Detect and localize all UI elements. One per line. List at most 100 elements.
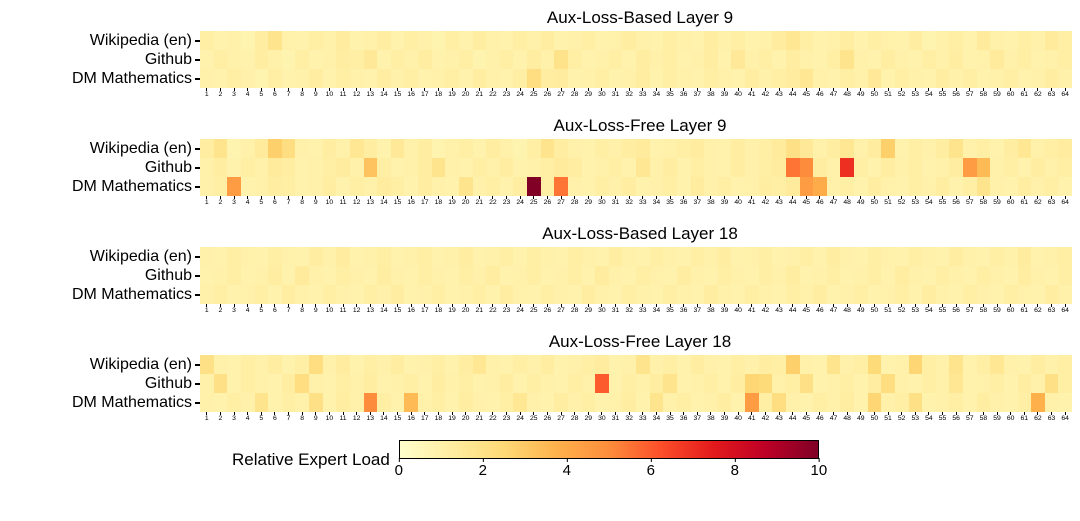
- heatmap-cell: [418, 266, 432, 285]
- heatmap-title: Aux-Loss-Free Layer 9: [553, 116, 727, 135]
- x-tick-label: 40: [731, 304, 745, 317]
- heatmap-cell: [309, 177, 323, 196]
- heatmap-cell: [826, 355, 841, 374]
- x-tick-label: 25: [527, 196, 541, 209]
- heatmap-cell: [499, 393, 514, 412]
- x-tick-label: 51: [881, 304, 895, 317]
- heatmap-cell: [513, 266, 527, 285]
- x-tick-label: 3: [227, 88, 241, 101]
- heatmap-cell: [649, 393, 664, 412]
- x-tick-label: 61: [1018, 88, 1032, 101]
- heatmap-cell: [935, 266, 950, 285]
- heatmap-cell: [1017, 50, 1032, 69]
- x-tick-label: 42: [759, 412, 773, 425]
- heatmap-cell: [717, 355, 732, 374]
- x-tick-label: 5: [255, 88, 269, 101]
- x-tick-label: 54: [922, 88, 936, 101]
- heatmap-cell: [976, 285, 991, 304]
- heatmap-cell: [813, 374, 827, 393]
- heatmap-cell: [431, 50, 446, 69]
- heatmap-cell: [663, 266, 677, 285]
- heatmap-cell: [608, 31, 623, 50]
- heatmap-cell: [254, 266, 269, 285]
- heatmap-cell: [295, 50, 309, 69]
- heatmap-cell: [200, 31, 214, 50]
- x-tick-label: 45: [800, 412, 814, 425]
- heatmap-cell: [227, 393, 241, 412]
- heatmap-cell: [472, 374, 487, 393]
- heatmap-cell: [445, 285, 459, 304]
- heatmap-cell: [567, 374, 582, 393]
- heatmap-cell: [717, 393, 732, 412]
- x-tick-label: 14: [377, 88, 391, 101]
- x-tick-label: 36: [677, 196, 691, 209]
- heatmap-cell: [758, 50, 773, 69]
- heatmap-cell: [676, 177, 691, 196]
- heatmap-cell: [445, 177, 459, 196]
- heatmap-cell: [227, 247, 241, 266]
- heatmap-cell: [976, 50, 991, 69]
- heatmap-cell: [649, 69, 664, 88]
- heatmap-cell: [445, 139, 459, 158]
- heatmap-cell: [922, 31, 936, 50]
- x-tick-label: 41: [745, 88, 759, 101]
- heatmap-cell: [690, 266, 705, 285]
- heatmap-cell: [227, 158, 241, 177]
- heatmap-cell: [704, 69, 718, 88]
- heatmap-cell: [581, 393, 596, 412]
- heatmap-cell: [676, 374, 691, 393]
- x-tick-label: 43: [772, 88, 786, 101]
- colorbar-label: Relative Expert Load: [232, 449, 390, 469]
- heatmap-cell: [785, 266, 800, 285]
- heatmap-cell: [867, 266, 882, 285]
- y-tick-mark: [195, 255, 200, 258]
- heatmap-cell: [622, 374, 636, 393]
- x-tick-label: 54: [922, 196, 936, 209]
- heatmap-cell: [1017, 69, 1032, 88]
- heatmap-cell: [458, 266, 473, 285]
- row-label: DM Mathematics: [0, 393, 200, 412]
- heatmap-cell: [322, 393, 337, 412]
- heatmap-cell: [799, 69, 814, 88]
- x-tick-label: 12: [350, 412, 364, 425]
- heatmap-cell: [717, 139, 732, 158]
- heatmap-cell: [390, 139, 405, 158]
- heatmap-cell: [363, 393, 378, 412]
- x-tick-label: 21: [473, 196, 487, 209]
- heatmap-row: DM Mathematics: [0, 285, 1080, 304]
- heatmap-cell: [390, 50, 405, 69]
- heatmap-cell: [976, 139, 991, 158]
- heatmap-cell: [908, 393, 923, 412]
- heatmap-cell: [281, 355, 296, 374]
- heatmap-cell: [731, 266, 745, 285]
- x-tick-label: 26: [541, 304, 555, 317]
- heatmap-cell: [636, 266, 650, 285]
- heatmap-cell: [731, 158, 745, 177]
- x-tick-label: 24: [513, 412, 527, 425]
- heatmap-cell: [445, 158, 459, 177]
- heatmap-cell: [527, 393, 541, 412]
- heatmap-cell: [908, 158, 923, 177]
- x-tick-label: 44: [786, 412, 800, 425]
- heatmap-cell: [1031, 139, 1045, 158]
- x-tick-label: 16: [404, 412, 418, 425]
- heatmap-cell: [813, 285, 827, 304]
- x-tick-label: 53: [909, 88, 923, 101]
- heatmap-cell: [595, 393, 609, 412]
- x-tick-label: 34: [650, 412, 664, 425]
- heatmap-cell: [758, 177, 773, 196]
- x-tick-label: 46: [813, 304, 827, 317]
- x-tick-label: 18: [432, 304, 446, 317]
- x-tick-label: 28: [568, 88, 582, 101]
- heatmap-cell: [486, 69, 500, 88]
- heatmap-cell: [785, 374, 800, 393]
- heatmap-cell: [649, 355, 664, 374]
- x-tick-label: 31: [609, 196, 623, 209]
- x-tick-label: 1: [200, 88, 214, 101]
- x-tick-label: 17: [418, 412, 432, 425]
- x-tick-label: 14: [377, 196, 391, 209]
- x-tick-label: 2: [214, 304, 228, 317]
- x-tick-label: 8: [295, 88, 309, 101]
- heatmap-cell: [390, 177, 405, 196]
- x-tick-label: 64: [1058, 88, 1072, 101]
